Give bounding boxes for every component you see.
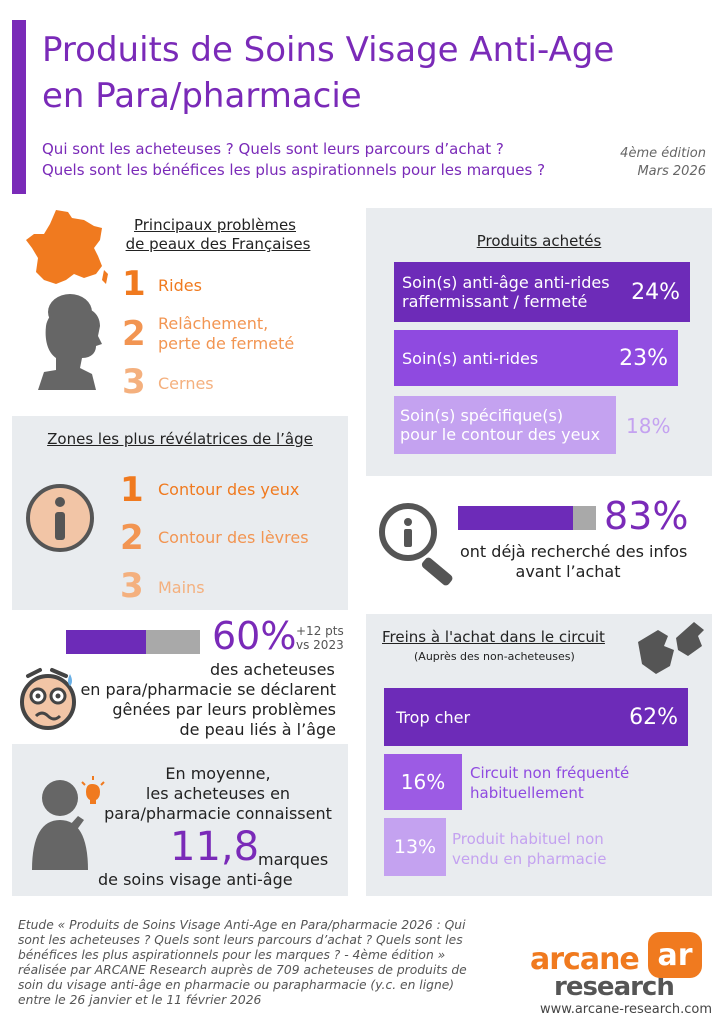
problem-rank-1: 1	[122, 264, 146, 304]
zone-rank-1: 1	[120, 470, 144, 510]
brands-panel	[12, 744, 348, 896]
footer-note: Etude « Produits de Soins Visage Anti-Ag…	[18, 918, 467, 1008]
france-map-icon	[26, 210, 108, 284]
problem-label-3: Cernes	[158, 374, 214, 393]
product-bar-3: Soin(s) spécifique(s) pour le contour de…	[394, 396, 616, 454]
brands-text-line2: les acheteuses en	[145, 784, 291, 803]
footer-note-line1: Etude « Produits de Soins Visage Anti-Ag…	[18, 918, 466, 932]
product-bar-2-line1: Soin(s) anti-rides	[402, 348, 539, 368]
brands-text-line1: En moyenne,	[165, 764, 271, 783]
product-bar-3-pct: 18%	[626, 414, 671, 438]
problems-title-line1: Principaux problèmes	[133, 216, 296, 234]
subtitle-line2: Quels sont les bénéfices les plus aspira…	[42, 161, 546, 179]
embarrassed-text-line3: gênées par leurs problèmes	[112, 700, 336, 719]
product-bar-1-line2: raffermissant / fermeté	[402, 292, 588, 311]
problem-rank-3: 3	[122, 362, 146, 402]
brake-bar-3-line1: Produit habituel non	[452, 830, 604, 848]
product-bar-3-line1: Soin(s) spécifique(s)	[400, 406, 564, 425]
brake-bar-3: 13%	[384, 818, 446, 876]
date-label: Mars 2026	[637, 164, 706, 179]
zone-label-3: Mains	[158, 578, 205, 597]
product-bar-2-pct: 23%	[619, 345, 668, 371]
product-bar-2: Soin(s) anti-rides 23%	[394, 330, 678, 386]
logo-mark-text: ar	[657, 937, 693, 973]
footer-note-line2: sont les acheteuses ? Quels sont leurs p…	[18, 933, 463, 947]
research-progress-fill	[458, 506, 573, 530]
product-bar-1: Soin(s) anti-âge anti-rides raffermissan…	[394, 262, 690, 322]
logo-word-arcane: arcane	[530, 942, 640, 977]
brakes-title: Freins à l'achat dans le circuit	[382, 628, 605, 646]
footer-note-line4: réalisée par ARCANE Research auprès de 7…	[18, 963, 467, 977]
logo-mark: ar	[648, 932, 702, 978]
brake-bar-1-pct: 62%	[629, 704, 678, 730]
footer-note-line6: entre le 26 janvier et le 11 février 202…	[18, 993, 262, 1007]
magnifier-info-icon	[379, 503, 453, 586]
embarrassed-delta-line1: +12 pts	[296, 624, 344, 638]
brakes-subtitle: (Auprès des non-acheteuses)	[414, 650, 575, 663]
brands-number: 11,8	[170, 824, 260, 870]
worried-face-icon	[20, 668, 76, 730]
embarrassed-text-line2: en para/pharmacie se déclarent	[80, 680, 336, 699]
footer-note-line5: soin du visage anti-âge en pharmacie ou …	[18, 978, 455, 992]
research-progress-track	[458, 506, 596, 530]
zone-rank-2: 2	[120, 518, 144, 558]
info-circle-icon	[26, 484, 94, 552]
edition-label: 4ème édition	[620, 146, 706, 161]
zone-label-2: Contour des lèvres	[158, 528, 309, 547]
embarrassed-pct: 60%	[212, 614, 297, 658]
website-link[interactable]: www.arcane-research.com	[540, 1002, 713, 1017]
woman-profile-icon	[38, 294, 102, 390]
products-title: Produits achetés	[476, 232, 602, 250]
embarrassed-text-line1: des acheteuses	[210, 660, 335, 679]
research-pct: 83%	[604, 494, 689, 538]
embarrassed-progress-fill	[66, 630, 147, 654]
brake-bar-2-pct: 16%	[400, 769, 446, 794]
embarrassed-delta-line2: vs 2023	[296, 638, 344, 652]
subtitle-line1: Qui sont les acheteuses ? Quels sont leu…	[42, 140, 504, 158]
zone-rank-3: 3	[120, 566, 144, 606]
brake-bar-3-pct: 13%	[393, 835, 437, 858]
arcane-logo: arcane research ar	[530, 930, 714, 1002]
stop-hand-icon	[638, 622, 704, 674]
page-title-line1: Produits de Soins Visage Anti-Age	[42, 30, 615, 70]
thinking-person-icon	[32, 776, 105, 870]
problems-title-line2: de peaux des Françaises	[125, 235, 311, 253]
brake-bar-1: Trop cher 62%	[384, 688, 688, 746]
header-accent-bar	[12, 20, 26, 194]
product-bar-1-line1: Soin(s) anti-âge anti-rides	[402, 273, 610, 292]
problem-label-1: Rides	[158, 276, 202, 295]
brake-bar-2: 16%	[384, 754, 462, 810]
problem-label-2-line2: perte de fermeté	[158, 334, 295, 353]
brake-bar-3-line2: vendu en pharmacie	[452, 850, 607, 868]
problem-label-2-line1: Relâchement,	[158, 314, 269, 333]
problem-rank-2: 2	[122, 314, 146, 354]
product-bar-1-pct: 24%	[631, 279, 680, 305]
embarrassed-progress-track	[66, 630, 200, 654]
brands-text-line3: para/pharmacie connaissent	[104, 804, 332, 823]
research-text-line2: avant l’achat	[515, 562, 621, 581]
brake-bar-2-line1: Circuit non fréquenté	[470, 764, 630, 782]
footer-note-line3: bénéfices les plus aspirationnels pour l…	[18, 948, 446, 962]
brands-text-line4: de soins visage anti-âge	[98, 870, 293, 889]
zone-label-1: Contour des yeux	[158, 480, 300, 499]
zones-title: Zones les plus révélatrices de l’âge	[47, 430, 313, 448]
brake-bar-2-line2: habituellement	[470, 784, 584, 802]
research-text-line1: ont déjà recherché des infos	[460, 542, 688, 561]
brake-bar-1-line1: Trop cher	[396, 707, 471, 727]
page-title-line2: en Para/pharmacie	[42, 76, 362, 116]
brands-unit: marques	[258, 850, 329, 869]
embarrassed-text-line4: de peau liés à l’âge	[179, 720, 337, 739]
product-bar-3-line2: pour le contour des yeux	[400, 425, 601, 444]
